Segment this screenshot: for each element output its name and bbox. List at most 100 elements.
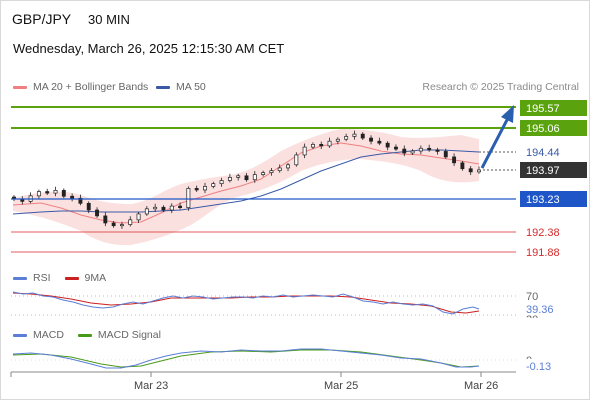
datetime-label: Wednesday, March 26, 2025 12:15:30 AM CE…	[13, 41, 285, 56]
rsi-line	[12, 291, 480, 315]
candle-body	[394, 146, 398, 150]
candle-body	[468, 168, 473, 173]
candle-body	[128, 219, 133, 225]
pivot-label-box	[520, 191, 587, 207]
candle-body	[427, 147, 432, 151]
pivot-label: 193.23	[526, 194, 560, 206]
legend-macd: MACD MACD Signal	[13, 329, 161, 341]
macd-signal-swatch	[77, 333, 92, 337]
candle-body	[219, 180, 224, 185]
candle-body	[310, 144, 315, 148]
ma20-swatch	[13, 85, 27, 89]
candle-body	[86, 202, 91, 211]
legend-macd-signal-label: MACD Signal	[97, 329, 161, 341]
candle-body	[294, 154, 299, 166]
macd-line	[12, 348, 480, 369]
candle-body	[269, 170, 274, 174]
price-candles	[12, 130, 481, 229]
rsi-30-label: 30	[526, 314, 538, 326]
x-label-mar26: Mar 26	[464, 380, 498, 392]
candle-body	[418, 147, 423, 152]
forecast-arrow-line	[480, 117, 510, 169]
ma50-swatch	[156, 85, 170, 89]
r2-label: 195.57	[526, 103, 560, 115]
legend-rsi-ma-label: 9MA	[84, 272, 107, 284]
candle-body	[319, 144, 324, 147]
candle-body	[45, 191, 50, 194]
candle-body	[53, 190, 58, 194]
x-label-mar23: Mar 23	[134, 380, 168, 392]
legend-ma50: MA 50	[156, 81, 206, 93]
macd-zero-label: 0	[526, 355, 532, 367]
candle-body	[186, 188, 191, 208]
candle-body	[369, 137, 374, 142]
symbol-title: GBP/JPY	[12, 11, 72, 27]
candle-body	[443, 151, 448, 158]
s1-label: 192.38	[526, 227, 560, 239]
candle-body	[277, 167, 282, 172]
candle-body	[144, 208, 149, 215]
candle-body	[402, 148, 407, 154]
s2-label: 191.88	[526, 247, 560, 259]
candle-body	[169, 205, 174, 211]
candle-body	[211, 183, 216, 187]
candle-body	[261, 172, 266, 175]
timeframe-label: 30 MIN	[88, 12, 130, 27]
rsi-swatch	[13, 276, 27, 280]
candle-body	[352, 133, 357, 137]
copyright-text: Research © 2025 Trading Central	[422, 81, 579, 93]
legend-rsi-label: RSI	[33, 272, 51, 284]
legend-ma50-label: MA 50	[176, 81, 206, 93]
rsi-ma-line	[12, 292, 480, 314]
legend-ma20-bollinger: MA 20 + Bollinger Bands	[13, 81, 148, 93]
forecast-arrow-head	[501, 105, 514, 123]
candle-body	[136, 213, 141, 221]
candle-body	[335, 138, 340, 142]
candle-body	[36, 191, 41, 197]
candle-body	[252, 174, 257, 181]
candle-body	[203, 186, 207, 191]
candle-body	[161, 206, 166, 211]
candle-body	[78, 197, 83, 204]
r2-label-box	[520, 100, 587, 116]
rsi-ma-swatch	[64, 276, 79, 280]
rsi-70-label: 70	[526, 291, 538, 303]
candle-body	[103, 215, 108, 224]
ma-level-label: 194.44	[526, 147, 560, 159]
candle-body	[460, 162, 465, 170]
candle-body	[302, 146, 307, 156]
legend-ma20-label: MA 20 + Bollinger Bands	[33, 81, 149, 93]
candle-body	[344, 136, 349, 140]
candle-body	[227, 177, 232, 181]
candle-body	[385, 142, 390, 148]
legend-macd-label: MACD	[33, 329, 64, 341]
r1-label: 195.06	[526, 123, 560, 135]
candle-body	[410, 150, 415, 154]
candle-body	[244, 175, 249, 181]
current-price-label: 193.97	[526, 165, 560, 177]
r1-label-box	[520, 120, 587, 136]
candle-body	[452, 156, 457, 164]
candle-body	[111, 222, 116, 227]
candle-body	[95, 209, 99, 217]
legend-rsi: RSI 9MA	[13, 272, 106, 284]
bollinger-band	[13, 129, 479, 246]
candle-body	[286, 164, 290, 169]
candle-body	[236, 175, 241, 178]
candle-body	[360, 133, 365, 139]
rsi-value-label: 39.36	[526, 304, 554, 316]
current-label-box	[520, 162, 587, 178]
candle-body	[178, 205, 183, 208]
macd-value-label: -0.13	[526, 361, 551, 373]
candle-body	[61, 190, 66, 197]
macd-swatch	[13, 333, 27, 337]
candle-body	[327, 140, 332, 147]
candle-body	[153, 206, 158, 210]
candle-body	[194, 188, 199, 191]
candle-body	[119, 224, 124, 227]
macd-signal-line	[12, 349, 480, 368]
candle-body	[70, 195, 75, 199]
candle-body	[377, 140, 382, 144]
